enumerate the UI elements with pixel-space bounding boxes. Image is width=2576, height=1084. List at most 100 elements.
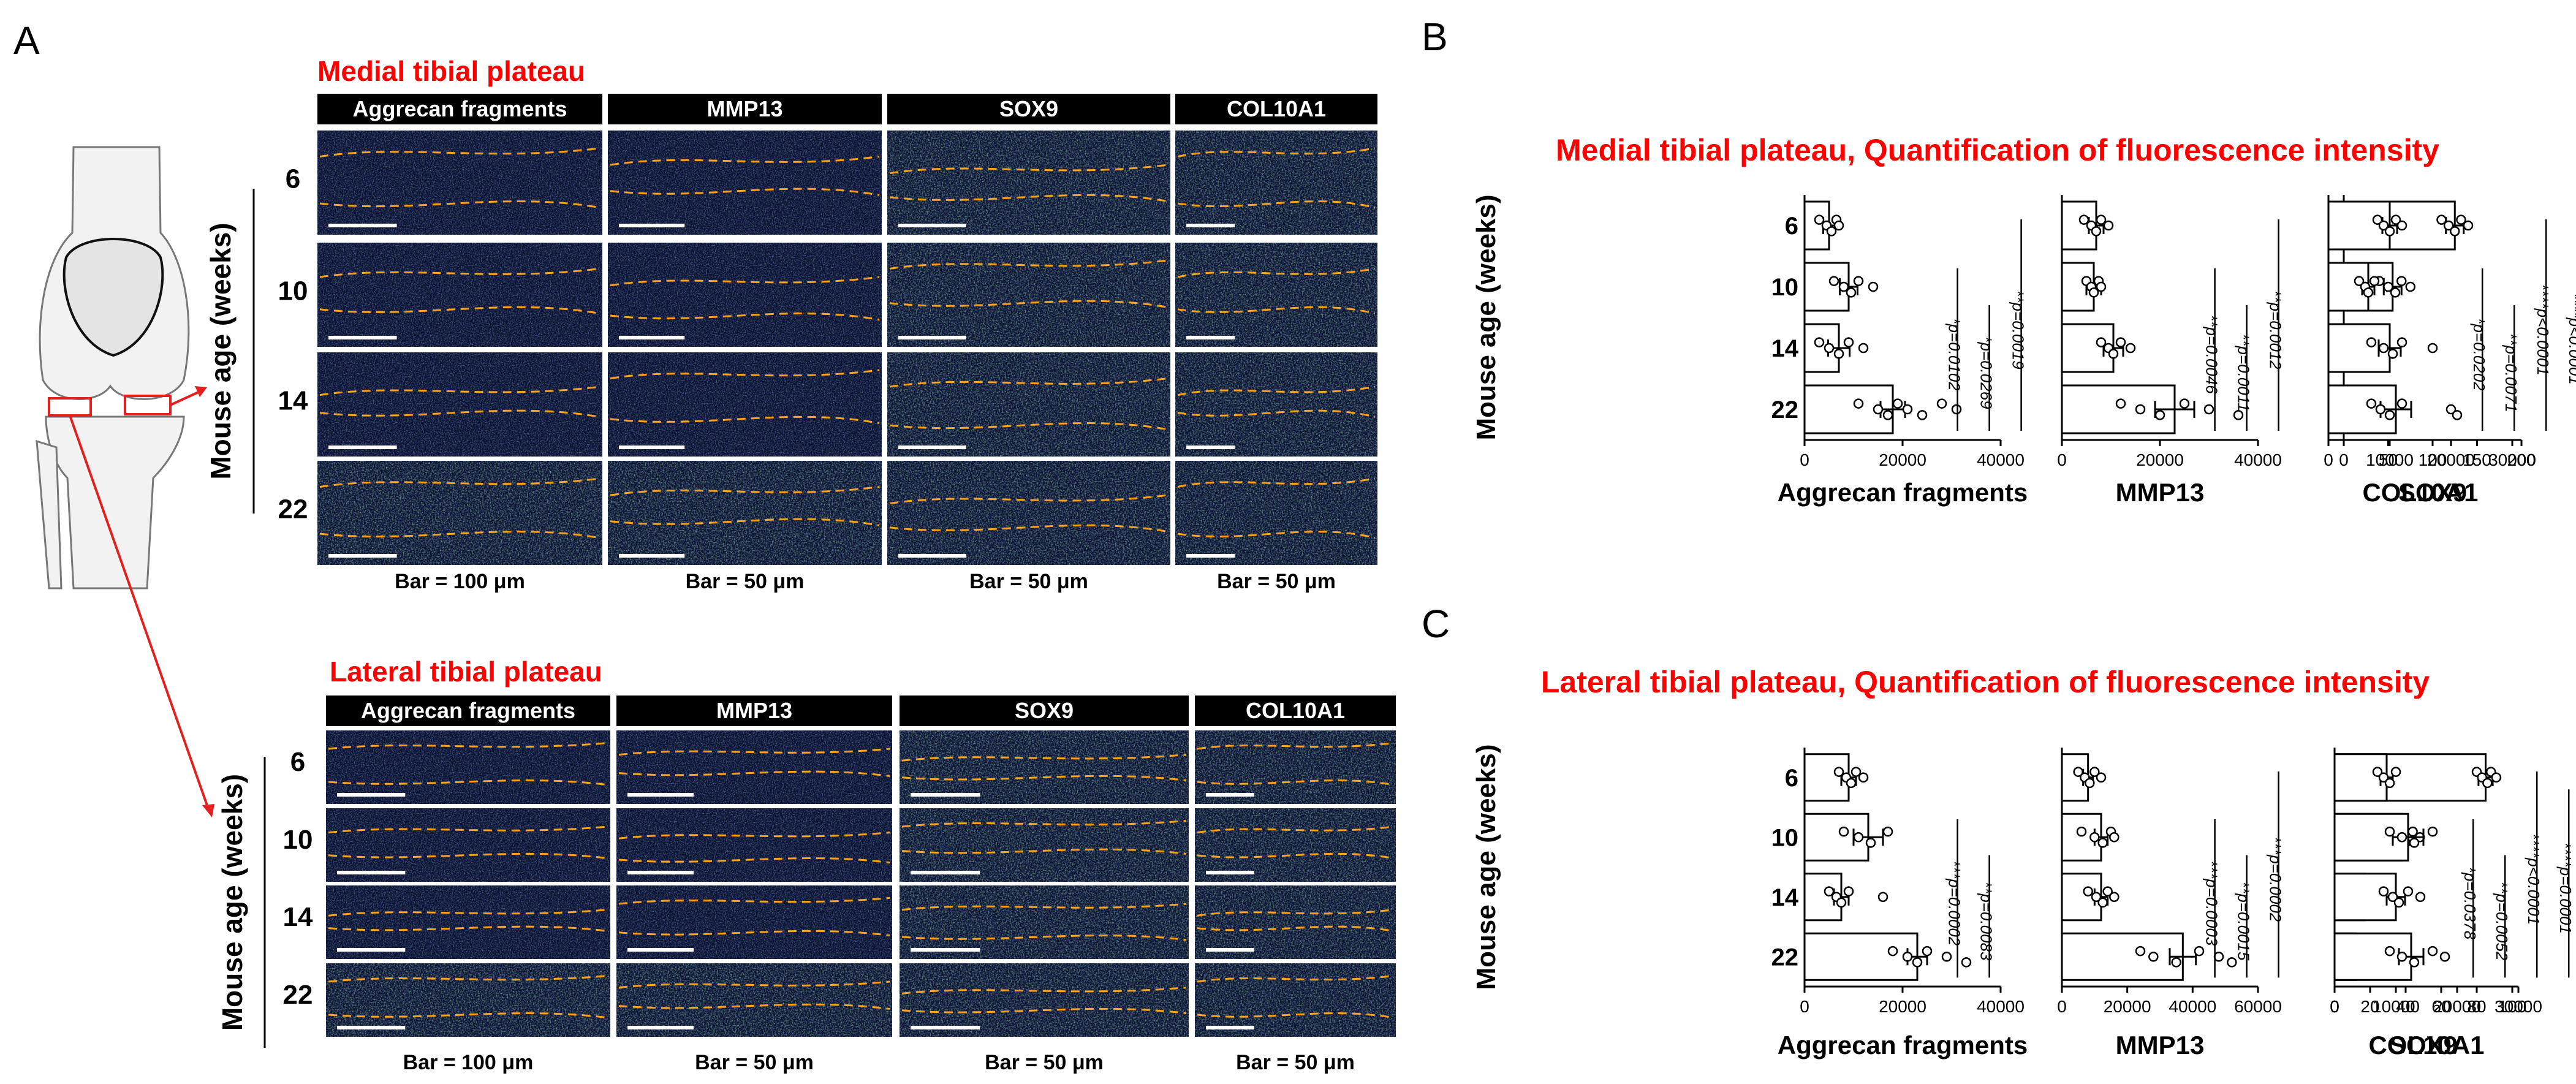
lateral-data-point bbox=[1922, 946, 1933, 957]
medial-boundary-dashed-line bbox=[1177, 477, 1376, 488]
lateral-data-point bbox=[1846, 778, 1857, 789]
medial-boundary-dashed-line bbox=[319, 531, 600, 539]
lateral-data-point bbox=[1902, 952, 1913, 962]
panel-label-a: A bbox=[13, 18, 40, 63]
medial-micrograph-image bbox=[608, 131, 882, 235]
medial-p-value: ****p<0.0001 bbox=[2534, 284, 2552, 376]
medial-boundary-dashed-line bbox=[610, 276, 880, 287]
medial-micrograph-image bbox=[887, 131, 1170, 235]
medial-data-point bbox=[2091, 226, 2102, 237]
lateral-scale-bar bbox=[337, 948, 406, 952]
medial-data-point bbox=[2383, 281, 2393, 292]
lateral-subplot-name: SOX9 bbox=[2389, 1031, 2458, 1059]
lateral-data-point bbox=[2415, 892, 2426, 902]
medial-p-value: **p=0.0046 bbox=[2203, 314, 2221, 394]
medial-data-point bbox=[1917, 410, 1928, 420]
lateral-data-point bbox=[1887, 946, 1898, 957]
lateral-tick-label: 100 bbox=[2498, 997, 2527, 1016]
lateral-data-point bbox=[2387, 892, 2398, 902]
lateral-category-label: 6 bbox=[1785, 765, 1798, 792]
medial-micrograph-image bbox=[608, 243, 882, 347]
medial-boundary-dashed-line bbox=[319, 147, 600, 157]
medial-data-point bbox=[2390, 287, 2401, 298]
lateral-data-point bbox=[2439, 952, 2450, 962]
lateral-tick-label: 20 bbox=[2360, 997, 2379, 1016]
medial-boundary-dashed-line bbox=[1177, 268, 1376, 278]
lateral-micrograph-image bbox=[616, 885, 892, 959]
lateral-scale-bar bbox=[627, 871, 694, 874]
medial-scale-bar-caption: Bar = 50 μm bbox=[686, 570, 805, 593]
lateral-data-point bbox=[1865, 838, 1876, 848]
lateral-category-label: 10 bbox=[1771, 824, 1799, 851]
lateral-boundary-dashed-line bbox=[328, 741, 608, 750]
medial-p-value: *p=0.0269 bbox=[1977, 336, 1996, 409]
lateral-boundary-dashed-line bbox=[618, 857, 890, 864]
lateral-data-point bbox=[2085, 778, 2095, 789]
lateral-data-point bbox=[1941, 952, 1952, 962]
lateral-boundary-dashed-line bbox=[1197, 779, 1394, 786]
medial-data-point bbox=[2115, 337, 2126, 347]
lateral-boundary-dashed-line bbox=[1197, 925, 1394, 932]
lateral-boundary-dashed-line bbox=[618, 980, 890, 989]
lateral-boundary-dashed-line bbox=[901, 1007, 1187, 1015]
medial-data-point bbox=[2427, 343, 2438, 354]
medial-subplot-aggrecan-fragments: 0 20000 40000 Aggrecan fragments *p=0.0102 *p… bbox=[1778, 195, 2028, 507]
medial-subplot-name: Aggrecan fragments bbox=[1778, 478, 2028, 507]
lateral-data-point bbox=[2427, 946, 2438, 957]
medial-column-header: Aggrecan fragments bbox=[352, 96, 567, 121]
lateral-tick-label: 20000 bbox=[2433, 997, 2481, 1016]
medial-scale-bar bbox=[328, 554, 397, 558]
lateral-scale-bar bbox=[1206, 871, 1254, 874]
lateral-p-value: **p=0.0015 bbox=[2235, 881, 2253, 961]
medial-data-point bbox=[1936, 398, 1947, 409]
medial-row-label: 10 bbox=[278, 276, 308, 306]
lateral-scale-bar bbox=[911, 948, 980, 952]
medial-boundary-dashed-line bbox=[889, 259, 1169, 270]
medial-data-point bbox=[1902, 404, 1913, 415]
medial-tick-label: 10000 bbox=[2366, 450, 2414, 469]
lateral-boundary-dashed-line bbox=[1197, 974, 1394, 983]
lateral-tick-label: 30000 bbox=[2495, 997, 2542, 1016]
lateral-row-label: 14 bbox=[283, 902, 313, 932]
lateral-y-axis-label: Mouse age (weeks) bbox=[1471, 744, 1501, 990]
lateral-micrograph-image bbox=[326, 808, 610, 882]
medial-data-point bbox=[2096, 337, 2107, 347]
medial-boundary-dashed-line bbox=[610, 369, 880, 379]
medial-micrograph-image bbox=[1175, 352, 1377, 457]
medial-tick-label: 0 bbox=[2324, 450, 2333, 469]
lateral-data-point bbox=[2083, 886, 2093, 896]
lateral-scale-bar bbox=[1206, 1026, 1254, 1029]
medial-column-header: MMP13 bbox=[707, 96, 782, 121]
medial-category-label: 10 bbox=[1771, 274, 1799, 301]
medial-plateau-box bbox=[48, 397, 92, 417]
medial-scale-bar bbox=[1186, 224, 1235, 227]
lateral-column-header: Aggrecan fragments bbox=[361, 698, 575, 723]
lateral-data-point bbox=[2097, 838, 2108, 848]
panel-label-b: B bbox=[1422, 15, 1448, 59]
medial-category-label: 22 bbox=[1771, 396, 1799, 423]
medial-p-value: **p=0.0011 bbox=[2235, 333, 2253, 411]
medial-data-point bbox=[2396, 220, 2407, 231]
lateral-data-point bbox=[1853, 832, 1864, 843]
lateral-p-value: ***p=0.0002 bbox=[2267, 836, 2285, 922]
medial-data-point bbox=[2154, 410, 2165, 420]
medial-scale-bar-caption: Bar = 50 μm bbox=[969, 570, 1088, 593]
medial-boundary-dashed-line bbox=[1177, 385, 1376, 396]
medial-boundary-dashed-line bbox=[319, 200, 600, 209]
medial-data-point bbox=[1814, 337, 1825, 347]
medial-data-point bbox=[1843, 337, 1854, 347]
medial-data-point bbox=[2115, 398, 2126, 409]
lateral-data-point bbox=[1961, 957, 1972, 968]
medial-data-point bbox=[2443, 220, 2454, 231]
medial-boundary-dashed-line bbox=[1177, 200, 1376, 209]
lateral-scale-bar bbox=[911, 793, 980, 797]
lateral-data-point bbox=[2403, 886, 2414, 896]
lateral-data-point bbox=[2135, 946, 2146, 957]
lateral-data-point bbox=[1877, 892, 1888, 902]
lateral-data-point bbox=[1843, 886, 1854, 896]
lateral-data-point bbox=[2372, 767, 2383, 777]
lateral-subplot-mmp13: 0 20000 40000 60000 MMP13 ***p=0.0003 **p=0.00… bbox=[2057, 748, 2285, 1059]
lateral-p-value: ***p=0.0003 bbox=[2203, 860, 2221, 946]
lateral-tick-label: 0 bbox=[2330, 997, 2339, 1016]
medial-data-point bbox=[2363, 287, 2374, 298]
